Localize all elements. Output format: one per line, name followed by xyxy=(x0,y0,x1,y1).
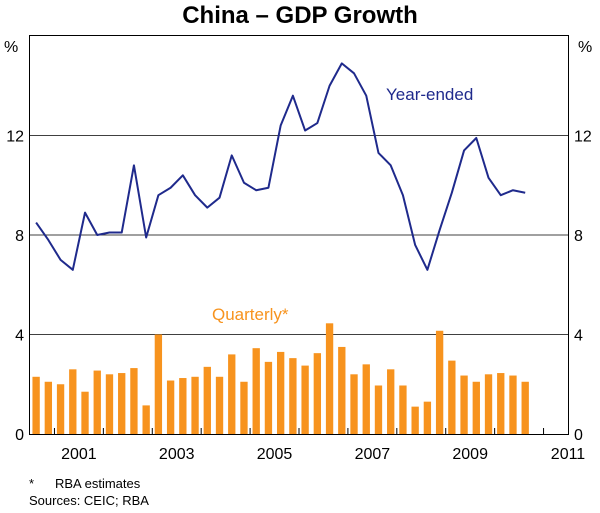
quarterly-bar xyxy=(301,365,309,434)
quarterly-bar xyxy=(313,353,322,434)
quarterly-bar xyxy=(81,391,89,434)
quarterly-bar xyxy=(44,381,53,434)
plot-frame xyxy=(29,35,569,435)
quarterly-bars xyxy=(32,323,529,434)
y-tick-label-left: 0 xyxy=(15,427,24,444)
quarterly-bar xyxy=(338,346,346,434)
chart-title: China – GDP Growth xyxy=(182,2,418,29)
quarterly-bar xyxy=(32,376,40,434)
x-tick-label: 2001 xyxy=(61,446,97,463)
quarterly-bar xyxy=(179,378,187,434)
quarterly-bar xyxy=(521,381,529,434)
y-tick-label-right: 0 xyxy=(574,427,583,444)
y-tick-label-right: 12 xyxy=(574,129,592,146)
quarterly-bar xyxy=(118,373,126,434)
x-tick-label: 2007 xyxy=(355,446,391,463)
quarterly-bar xyxy=(154,334,163,434)
quarterly-bar xyxy=(362,364,370,434)
year-ended-label: Year-ended xyxy=(386,85,473,104)
y-unit-left: % xyxy=(4,39,18,56)
quarterly-bar xyxy=(374,385,383,434)
quarterly-bar xyxy=(252,348,260,434)
quarterly-bar xyxy=(276,351,285,434)
quarterly-bar xyxy=(497,373,505,434)
y-tick-label-left: 12 xyxy=(6,129,24,146)
y-ticks-right: 0 4 8 12 xyxy=(574,129,592,445)
quarterly-bar xyxy=(228,354,236,434)
y-tick-label-right: 4 xyxy=(574,328,583,345)
quarterly-bar xyxy=(289,358,297,434)
sources: Sources: CEIC; RBA xyxy=(29,493,149,508)
quarterly-bar xyxy=(203,366,211,434)
x-tick-label: 2003 xyxy=(159,446,195,463)
quarterly-label: Quarterly* xyxy=(212,305,289,324)
quarterly-bar xyxy=(448,360,456,434)
quarterly-bar xyxy=(166,380,175,434)
quarterly-bar xyxy=(411,406,419,434)
quarterly-bar xyxy=(325,323,334,434)
quarterly-bar xyxy=(130,368,138,434)
year-ended-line-group xyxy=(35,62,526,271)
quarterly-bar xyxy=(142,405,150,434)
y-ticks-left: 0 4 8 12 xyxy=(6,129,24,445)
footnote-marker: * xyxy=(29,476,35,491)
footnote: * RBA estimates xyxy=(29,475,149,492)
quarterly-bar xyxy=(56,384,65,434)
x-tick-label: 2009 xyxy=(452,446,488,463)
quarterly-bar xyxy=(460,375,468,434)
quarterly-bar xyxy=(191,376,199,434)
quarterly-bar xyxy=(399,385,407,434)
quarterly-bar xyxy=(435,330,444,434)
gridlines xyxy=(30,135,568,335)
quarterly-bar xyxy=(215,376,224,434)
quarterly-bar xyxy=(69,369,77,434)
quarterly-bar xyxy=(264,361,273,434)
quarterly-bar xyxy=(484,374,493,434)
y-tick-label-right: 8 xyxy=(574,228,583,245)
quarterly-bar xyxy=(423,401,432,434)
chart-notes: * RBA estimates Sources: CEIC; RBA xyxy=(29,475,149,509)
footnote-text: RBA estimates xyxy=(55,476,141,491)
x-ticks: 2001 2003 2005 2007 2009 2011 xyxy=(53,428,586,463)
year-ended-line xyxy=(35,62,526,271)
quarterly-bar xyxy=(240,381,248,434)
quarterly-bar xyxy=(350,374,358,434)
quarterly-bar xyxy=(105,374,114,434)
y-tick-label-left: 8 xyxy=(15,228,24,245)
quarterly-bar xyxy=(509,375,517,434)
y-tick-label-left: 4 xyxy=(15,328,24,345)
quarterly-bar xyxy=(93,370,101,434)
quarterly-bar xyxy=(472,381,480,434)
y-unit-right: % xyxy=(578,39,592,56)
x-tick-label: 2011 xyxy=(551,446,586,463)
x-tick-label: 2005 xyxy=(257,446,293,463)
quarterly-bar xyxy=(387,369,395,434)
